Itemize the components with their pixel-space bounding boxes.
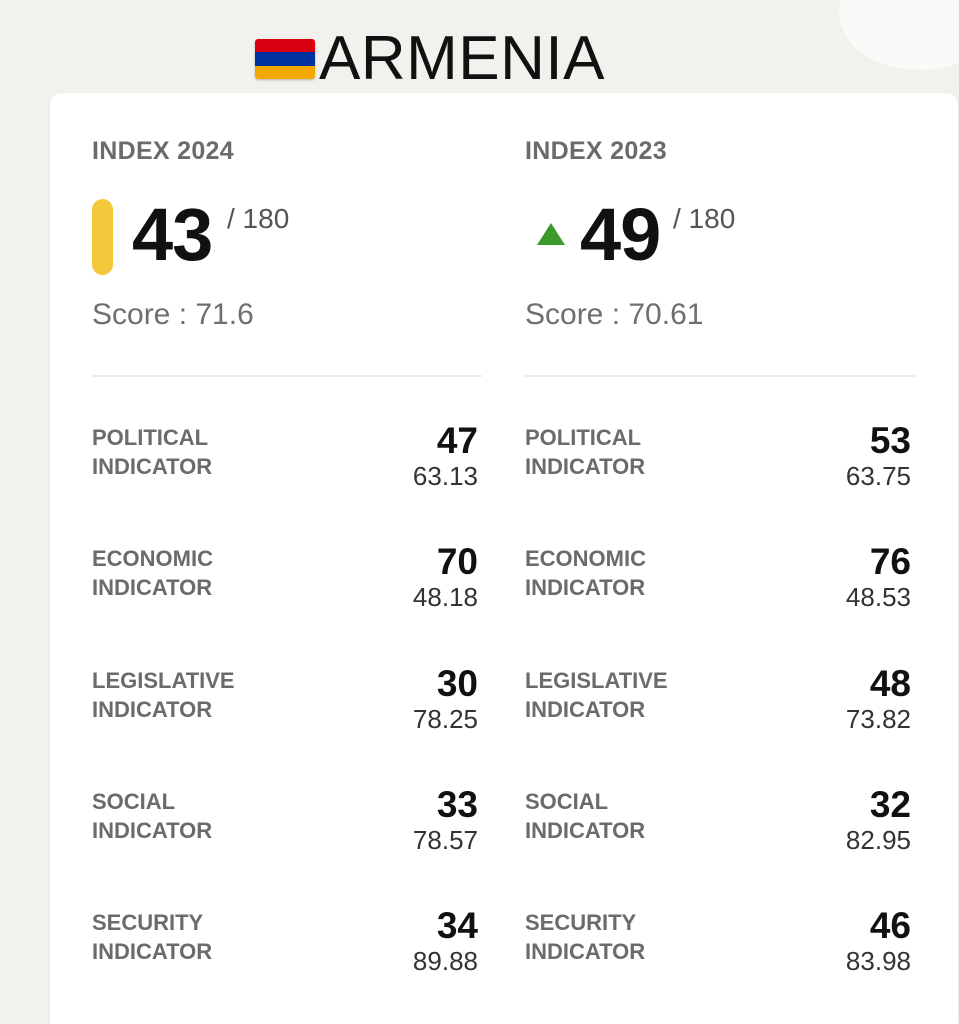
indicator-score: 63.13 xyxy=(412,461,478,491)
indicator-score: 78.57 xyxy=(412,825,478,855)
indicator-label: ECONOMIC INDICATOR xyxy=(92,544,312,602)
divider xyxy=(92,375,482,377)
page-header: ARMENIA xyxy=(255,28,605,90)
flag-stripe-red xyxy=(255,39,315,53)
indicator-label: SECURITY INDICATOR xyxy=(525,908,745,966)
yellow-pill-icon xyxy=(92,199,113,275)
indicator-rank: 33 xyxy=(436,784,478,825)
indicator-label-line1: LEGISLATIVE xyxy=(92,668,235,693)
indicator-social: SOCIAL INDICATOR 33 78.57 xyxy=(92,784,482,882)
indicator-label-line2: INDICATOR xyxy=(525,575,646,600)
rank-row: 49 / 180 xyxy=(525,195,915,275)
indicator-legislative: LEGISLATIVE INDICATOR 30 78.25 xyxy=(92,663,482,761)
indicator-label-line2: INDICATOR xyxy=(92,454,213,479)
indicator-label: LEGISLATIVE INDICATOR xyxy=(92,666,312,724)
indicator-score: 78.25 xyxy=(412,704,478,734)
indicator-label-line1: ECONOMIC xyxy=(525,546,646,571)
background-shape xyxy=(839,0,959,70)
index-card: INDEX 2024 43 / 180 Score : 71.6 POLITIC… xyxy=(50,93,958,1024)
indicator-score: 73.82 xyxy=(845,704,911,734)
indicator-score: 63.75 xyxy=(845,461,911,491)
indicator-political: POLITICAL INDICATOR 47 63.13 xyxy=(92,420,482,518)
overall-score: Score : 71.6 xyxy=(92,298,254,331)
indicator-economic: ECONOMIC INDICATOR 70 48.18 xyxy=(92,541,482,639)
indicator-label-line2: INDICATOR xyxy=(92,697,213,722)
overall-rank: 43 xyxy=(132,193,213,276)
indicator-label-line2: INDICATOR xyxy=(525,939,646,964)
flag-stripe-orange xyxy=(255,65,315,79)
indicator-score: 83.98 xyxy=(845,946,911,976)
divider xyxy=(525,375,915,377)
indicator-label: SECURITY INDICATOR xyxy=(92,908,312,966)
indicator-economic: ECONOMIC INDICATOR 76 48.53 xyxy=(525,541,915,639)
indicator-label-line1: LEGISLATIVE xyxy=(525,668,668,693)
indicator-legislative: LEGISLATIVE INDICATOR 48 73.82 xyxy=(525,663,915,761)
rank-total: / 180 xyxy=(227,203,290,234)
indicator-label: LEGISLATIVE INDICATOR xyxy=(525,666,745,724)
indicator-label-line1: SECURITY xyxy=(92,910,204,935)
index-year-label: INDEX 2023 xyxy=(525,137,667,165)
indicator-political: POLITICAL INDICATOR 53 63.75 xyxy=(525,420,915,518)
indicator-security: SECURITY INDICATOR 34 89.88 xyxy=(92,905,482,1003)
flag-stripe-blue xyxy=(255,52,315,66)
overall-rank: 49 xyxy=(580,193,661,276)
indicator-label: SOCIAL INDICATOR xyxy=(92,787,312,845)
indicator-label-line1: POLITICAL xyxy=(92,425,209,450)
indicator-rank: 76 xyxy=(869,541,911,582)
indicator-score: 48.53 xyxy=(845,582,911,612)
indicator-label-line2: INDICATOR xyxy=(92,818,213,843)
indicator-label-line2: INDICATOR xyxy=(525,454,646,479)
indicator-label-line1: SOCIAL xyxy=(92,789,176,814)
indicator-social: SOCIAL INDICATOR 32 82.95 xyxy=(525,784,915,882)
indicator-rank: 46 xyxy=(869,905,911,946)
rank-total: / 180 xyxy=(673,203,736,234)
indicator-label-line2: INDICATOR xyxy=(92,939,213,964)
indicator-label-line1: SOCIAL xyxy=(525,789,609,814)
armenia-flag-icon xyxy=(255,39,315,79)
indicator-label: POLITICAL INDICATOR xyxy=(525,423,745,481)
indicator-label-line1: ECONOMIC xyxy=(92,546,213,571)
overall-score: Score : 70.61 xyxy=(525,298,704,331)
country-title: ARMENIA xyxy=(319,24,605,93)
indicator-label: SOCIAL INDICATOR xyxy=(525,787,745,845)
indicator-label-line1: POLITICAL xyxy=(525,425,642,450)
indicator-label-line1: SECURITY xyxy=(525,910,637,935)
indicator-label-line2: INDICATOR xyxy=(525,697,646,722)
indicator-label-line2: INDICATOR xyxy=(525,818,646,843)
indicator-score: 89.88 xyxy=(412,946,478,976)
indicator-rank: 70 xyxy=(436,541,478,582)
indicator-rank: 30 xyxy=(436,663,478,704)
indicator-rank: 32 xyxy=(869,784,911,825)
rank-row: 43 / 180 xyxy=(92,195,482,275)
indicator-label: POLITICAL INDICATOR xyxy=(92,423,312,481)
indicator-score: 48.18 xyxy=(412,582,478,612)
indicator-rank: 48 xyxy=(869,663,911,704)
indicator-score: 82.95 xyxy=(845,825,911,855)
indicator-label: ECONOMIC INDICATOR xyxy=(525,544,745,602)
green-up-triangle-icon xyxy=(537,223,565,245)
indicator-rank: 53 xyxy=(869,420,911,461)
indicator-rank: 47 xyxy=(436,420,478,461)
indicator-security: SECURITY INDICATOR 46 83.98 xyxy=(525,905,915,1003)
indicator-label-line2: INDICATOR xyxy=(92,575,213,600)
index-year-label: INDEX 2024 xyxy=(92,137,234,165)
indicator-rank: 34 xyxy=(436,905,478,946)
